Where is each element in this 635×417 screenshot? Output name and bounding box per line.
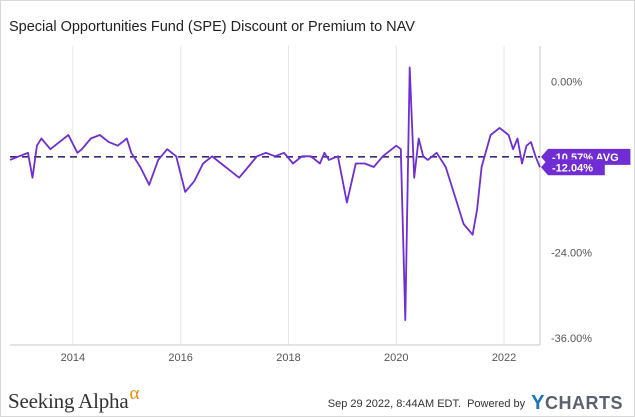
x-tick-label: 2018 [276,352,300,364]
series-line [9,66,541,322]
ycharts-wordmark: CHARTS [545,393,623,413]
x-tick-label: 2022 [492,352,516,364]
x-tick-label: 2014 [61,352,85,364]
x-tick-label: 2020 [384,352,408,364]
brand-name: Seeking Alpha [8,389,129,413]
y-tick-label: -24.00% [551,247,592,259]
chart-footer: Sep 29 2022, 8:44AM EDT. Powered by Y CHA… [328,392,623,415]
y-tick-label: 0.00% [551,77,582,89]
powered-by-label: Powered by [467,397,526,410]
x-tick-label: 2016 [168,352,192,364]
y-tick-label: -36.00% [551,333,592,345]
timestamp: Sep 29 2022, 8:44AM EDT. [327,397,462,410]
latest-value-label: -12.04% [552,162,593,174]
ycharts-logo[interactable]: Y CHARTS [531,392,623,415]
seeking-alpha-logo[interactable]: Seeking Alpha α [8,383,140,414]
chart-title: Special Opportunities Fund (SPE) Discoun… [9,19,415,35]
ycharts-y-icon: Y [531,392,545,414]
latest-value-flag [541,159,605,176]
alpha-symbol-icon: α [129,383,140,404]
